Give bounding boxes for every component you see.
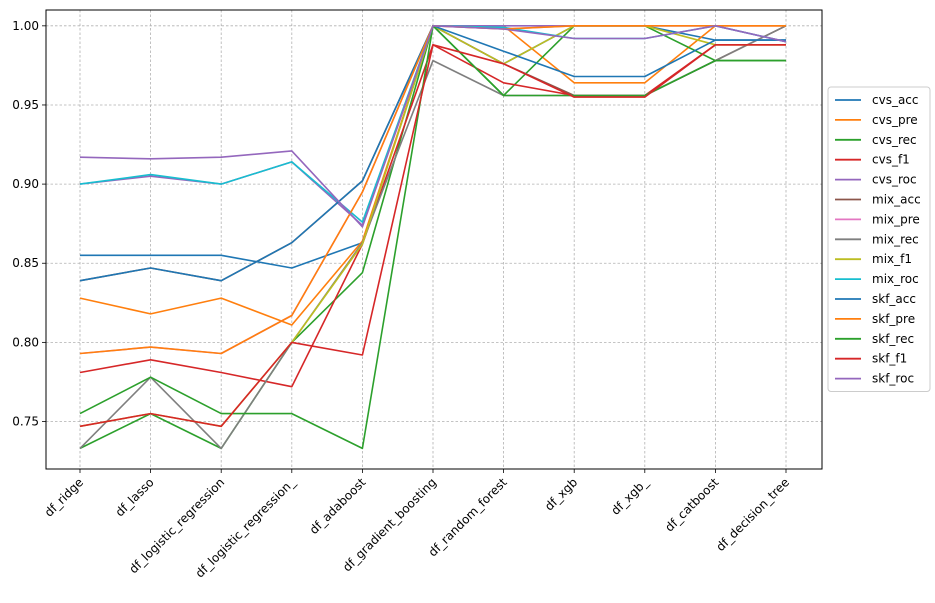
- legend-label: cvs_acc: [872, 93, 919, 107]
- y-tick-label: 0.85: [12, 256, 39, 270]
- legend-label: mix_pre: [872, 212, 920, 226]
- legend-label: mix_roc: [872, 272, 919, 286]
- legend-label: mix_f1: [872, 252, 912, 266]
- plot-frame: [45, 9, 823, 470]
- legend-label: skf_acc: [872, 292, 916, 306]
- legend-label: cvs_roc: [872, 173, 917, 187]
- legend-label: mix_acc: [872, 193, 921, 207]
- legend-label: skf_f1: [872, 352, 907, 366]
- legend-label: skf_rec: [872, 332, 914, 346]
- legend: cvs_acc cvs_pre cvs_rec cvs_f1 cvs_roc mix_ac…: [827, 86, 931, 392]
- legend-box: [827, 86, 931, 392]
- series-line-skf-f1: [79, 43, 786, 428]
- y-tick-label: 0.75: [12, 415, 39, 429]
- y-tick-label: 0.80: [12, 335, 39, 349]
- legend-label: cvs_f1: [872, 153, 910, 167]
- legend-label: cvs_pre: [872, 113, 918, 127]
- legend-label: cvs_rec: [872, 133, 917, 147]
- y-tick-label: 0.90: [12, 177, 39, 191]
- y-tick-label: 0.95: [12, 98, 39, 112]
- series-lines: [79, 24, 787, 450]
- legend-label: skf_pre: [872, 312, 915, 326]
- series-line-skf-roc: [79, 24, 787, 228]
- legend-label: skf_roc: [872, 372, 914, 386]
- grid: [46, 10, 822, 469]
- y-tick-label: 1.00: [12, 19, 39, 33]
- legend-label: mix_rec: [872, 232, 919, 246]
